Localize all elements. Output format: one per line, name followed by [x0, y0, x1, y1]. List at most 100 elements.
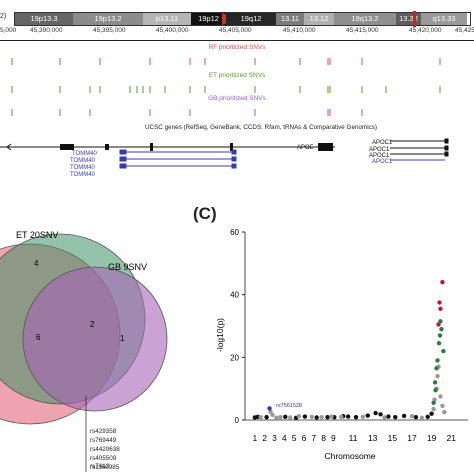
ideogram-band: p13.11	[143, 13, 191, 25]
ucsc-title: UCSC genes (RefSeq, GeneBank, CCDS, Rfam…	[145, 124, 377, 131]
gene-label-tomm40-4: TOMM40	[70, 172, 96, 178]
data-point	[393, 414, 398, 420]
data-point	[302, 414, 308, 419]
gene-models: TOMM40 TOMM40 TOMM40 TOMM40 APOE APOC1 A…	[0, 138, 449, 178]
data-point	[442, 409, 447, 415]
venn-count-center: 6	[36, 333, 41, 342]
data-point	[278, 414, 283, 420]
data-point	[437, 300, 442, 305]
x-tick-label: 9	[331, 433, 336, 443]
gene-label-apoc1-4: APOC1	[372, 159, 393, 165]
data-point	[325, 414, 330, 420]
coordinate-label: 45,405,000	[219, 27, 252, 34]
data-point	[440, 279, 445, 285]
data-point	[438, 319, 443, 324]
gb-track-label: GB prioritized SNVs	[208, 95, 267, 102]
ideogram-band: q13.33	[421, 13, 467, 25]
data-point	[274, 415, 279, 421]
panel-c-label: (C)	[193, 204, 217, 223]
data-point	[264, 414, 269, 420]
snv-tracks: RF prioritized SNVs ET prioritized SNVs …	[11, 44, 441, 131]
venn-snv-list: rs429358 rs769449 rs4420638 rs405509 rs1…	[90, 428, 120, 471]
region-highlight	[413, 11, 416, 27]
coordinate-label: 45,390,000	[30, 27, 63, 34]
data-point	[433, 388, 438, 393]
ideogram-bar: 19p13.3 19p13.2 p13.11 19p12 19q12 13.11 13.12…	[14, 11, 471, 27]
data-point	[319, 414, 324, 420]
x-tick-label: 1	[252, 433, 257, 443]
ideogram: 2) 19p13.3 19p13.2 p13.11 19p12 19q12 13.11 13…	[0, 10, 474, 27]
data-point	[413, 414, 419, 420]
data-point	[431, 406, 436, 412]
venn-circle-gb	[22, 266, 168, 412]
data-point	[386, 414, 391, 419]
et-track-label: ET prioritized SNVs	[209, 72, 266, 79]
coordinate-label: 45,410,000	[283, 27, 316, 34]
y-tick-label: 60	[230, 228, 239, 237]
y-tick-label: 40	[230, 291, 239, 300]
gene-label-tomm40-1: TOMM40	[72, 151, 98, 157]
venn-snv-1: rs429358	[90, 428, 117, 435]
coordinate-label: 45,420,000	[409, 27, 442, 34]
ideogram-band: 19q13.2	[334, 13, 396, 25]
data-point	[436, 341, 442, 346]
venn-count-gb-only: 1	[120, 334, 125, 343]
data-point	[438, 394, 443, 399]
x-tick-label: 17	[407, 433, 417, 443]
coordinate-label: 5,000	[0, 27, 17, 34]
coordinate-rule	[0, 40, 474, 41]
x-tick-label: 11	[349, 433, 358, 443]
gene-label-apoe: APOE	[297, 145, 314, 151]
x-tick-label: 7	[311, 433, 316, 443]
gene-label-apoc1-2: APOC1	[369, 147, 390, 153]
data-point	[268, 409, 273, 415]
gene-label-apoc1-1: APOC1	[372, 140, 393, 146]
data-point	[425, 414, 430, 420]
data-point	[419, 415, 424, 421]
venn-snv-2: rs769449	[90, 437, 117, 444]
data-point	[432, 380, 438, 385]
data-point	[378, 412, 383, 417]
data-point	[287, 415, 293, 420]
data-point	[360, 414, 366, 420]
ideogram-band: 19q12	[226, 13, 276, 25]
data-point	[440, 403, 445, 409]
data-point	[329, 414, 334, 419]
coordinate-label: 45,425,000	[455, 27, 474, 34]
data-point	[373, 410, 378, 416]
data-point	[267, 406, 272, 411]
venn-label-et: ET 20SNV	[16, 230, 58, 240]
data-point	[439, 326, 444, 332]
rf-track-label: RF prioritized SNVs	[208, 44, 266, 51]
data-point	[429, 411, 434, 416]
x-tick-label: 2	[262, 433, 267, 443]
venn-diagram: ET 20SNV GB 9SNV 4 6 2 1 rs429358 rs7694…	[0, 230, 168, 472]
venn-snv-3: rs4420638	[90, 446, 120, 453]
x-tick-label: 21	[447, 433, 457, 443]
x-tick-label: 5	[292, 433, 297, 443]
venn-snv-4: rs405509	[90, 455, 117, 462]
x-axis-label: Chromosome	[324, 451, 375, 461]
coordinate-label: 45,415,000	[346, 27, 379, 34]
coordinate-label: 45,395,000	[93, 27, 126, 34]
x-tick-label: 15	[388, 433, 398, 443]
venn-count-rf-et: 4	[34, 259, 39, 268]
ideogram-band: 13.11	[276, 13, 304, 25]
venn-count-et-gb: 2	[90, 320, 95, 329]
data-point	[409, 414, 415, 419]
data-point	[382, 415, 387, 420]
ideogram-band: 19p12	[191, 13, 226, 25]
data-point	[435, 373, 440, 379]
ideogram-left-fragment: 2)	[0, 13, 7, 20]
data-point	[365, 413, 370, 418]
data-point	[258, 414, 263, 420]
ideogram-band: 13.12	[304, 13, 334, 25]
data-point	[270, 412, 275, 418]
y-tick-label: 0	[235, 416, 240, 425]
data-point	[431, 400, 436, 405]
gene-label-tomm40-2: TOMM40	[70, 158, 96, 164]
data-point	[345, 414, 351, 419]
x-tick-label: 6	[302, 433, 307, 443]
gene-label-apoc1-3: APOC1	[369, 153, 390, 159]
